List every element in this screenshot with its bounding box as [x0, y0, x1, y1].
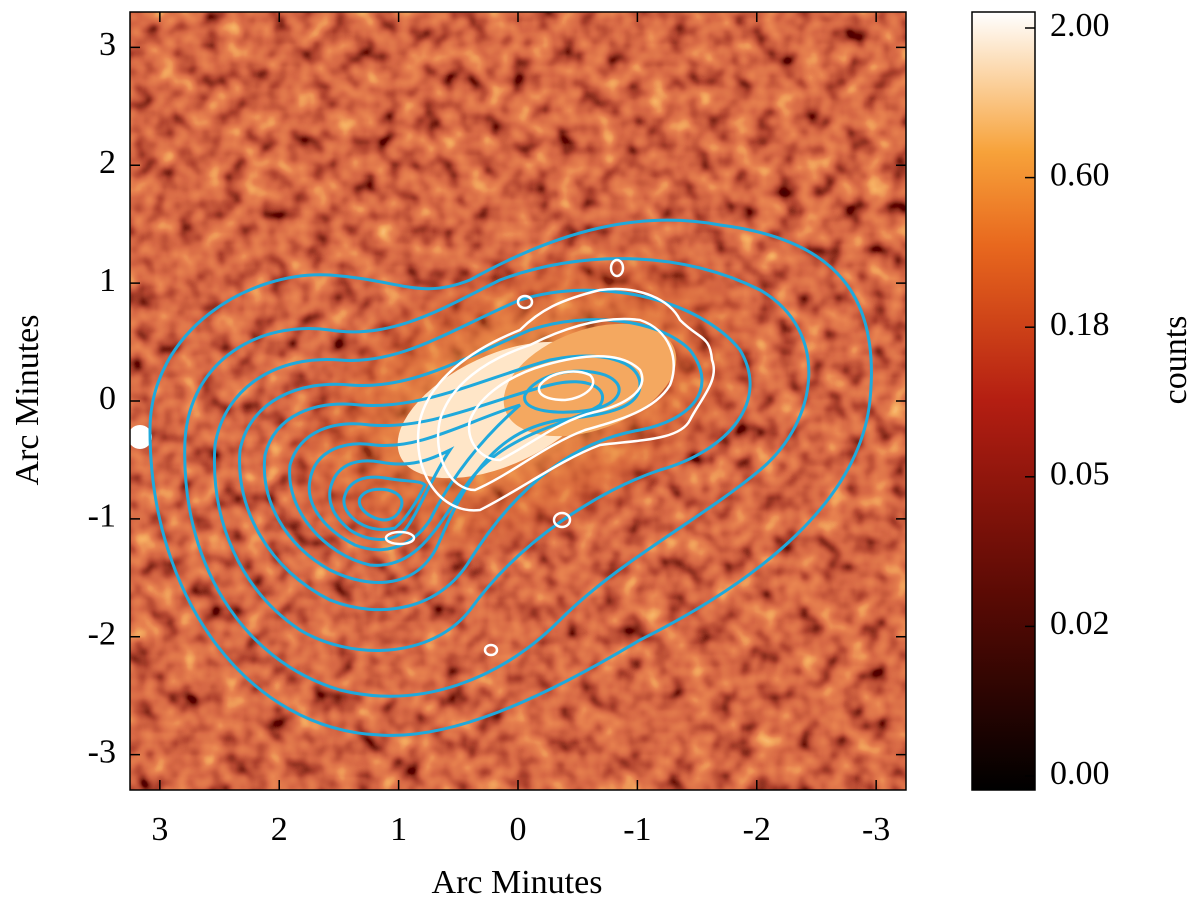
- y-tick-label: -2: [88, 616, 116, 653]
- x-tick-label: -3: [862, 811, 890, 848]
- colorbar-tick-label: 0.18: [1050, 306, 1110, 343]
- white-contours: [131, 258, 715, 657]
- colorbar-label: counts: [1157, 316, 1194, 405]
- y-tick-label: -1: [88, 498, 116, 535]
- colorbar: [971, 11, 1036, 791]
- colorbar-tick-label: 2.00: [1050, 7, 1110, 44]
- blue-contours: [148, 218, 873, 737]
- y-tick-label: 2: [99, 144, 116, 181]
- y-tick-label: 0: [99, 380, 116, 417]
- x-axis-label: Arc Minutes: [432, 864, 603, 901]
- y-axis-label: Arc Minutes: [9, 315, 46, 486]
- axes: 3 2 1 0 -1 -2 -3 -3 -2 -1 0 1 2 3: [88, 12, 906, 848]
- x-tick-label: 0: [510, 811, 527, 848]
- y-tick-label: 1: [99, 262, 116, 299]
- colorbar-tick-label: 0.02: [1050, 605, 1110, 642]
- image: [130, 12, 906, 790]
- colorbar-tick-label: 0.60: [1050, 156, 1110, 193]
- colorbar-tick-label: 0.00: [1050, 755, 1110, 792]
- x-tick-label: 3: [151, 811, 168, 848]
- core-emission: [503, 323, 677, 437]
- y-tick-label: 3: [99, 26, 116, 63]
- x-tick-label: -2: [743, 811, 771, 848]
- y-tick-label: -3: [88, 733, 116, 770]
- x-tick-label: 2: [271, 811, 288, 848]
- x-tick-label: -1: [623, 811, 651, 848]
- x-tick-label: 1: [390, 811, 407, 848]
- colorbar-tick-label: 0.05: [1050, 456, 1110, 493]
- point-source: [130, 425, 152, 449]
